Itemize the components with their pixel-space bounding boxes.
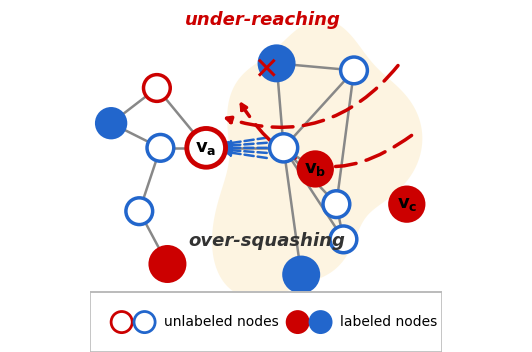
Text: unlabeled nodes: unlabeled nodes [164,315,279,329]
Polygon shape [212,19,422,298]
Circle shape [340,57,368,84]
Text: $\mathbf{v}_{\mathbf{b}}$: $\mathbf{v}_{\mathbf{b}}$ [304,160,327,178]
Circle shape [270,134,298,162]
Text: $\mathbf{v}_{\mathbf{c}}$: $\mathbf{v}_{\mathbf{c}}$ [396,195,417,213]
Circle shape [111,312,132,333]
FancyBboxPatch shape [90,292,442,352]
Circle shape [147,134,174,161]
Circle shape [284,257,319,292]
Circle shape [126,198,153,225]
Text: $\mathbf{v}_{\mathbf{a}}$: $\mathbf{v}_{\mathbf{a}}$ [195,139,217,157]
Circle shape [310,312,331,333]
Text: under-reaching: under-reaching [185,11,341,29]
Circle shape [390,187,423,221]
Circle shape [144,75,170,101]
Circle shape [134,312,155,333]
Circle shape [259,46,294,81]
Circle shape [150,246,185,282]
Text: ✕: ✕ [253,56,279,85]
Circle shape [323,191,350,218]
Circle shape [96,108,126,138]
Circle shape [298,152,332,186]
Circle shape [330,226,357,253]
Circle shape [287,312,308,333]
Circle shape [187,128,226,167]
Text: labeled nodes: labeled nodes [340,315,437,329]
Text: over-squashing: over-squashing [188,232,345,250]
